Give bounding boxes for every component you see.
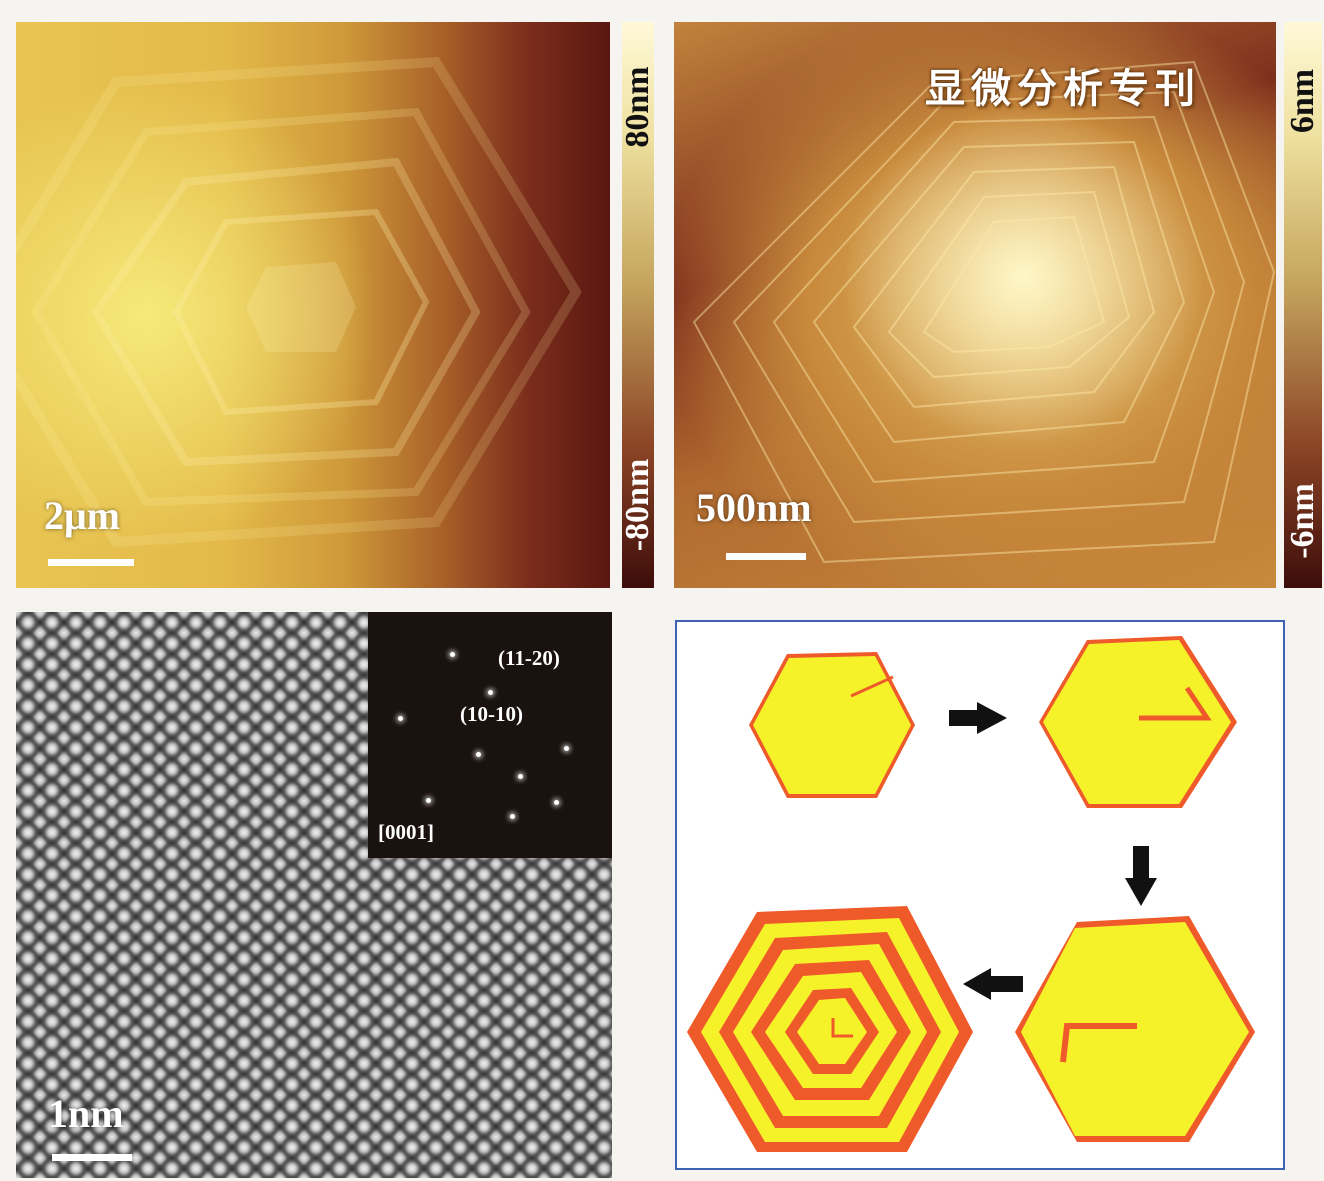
arrow-down-icon (1125, 846, 1157, 906)
diffraction-spot (476, 752, 481, 757)
hexagon-stage-2 (1039, 636, 1237, 808)
spiral-growth-diagram (675, 620, 1285, 1170)
saed-plane-label: (10-10) (460, 702, 523, 726)
diffraction-spot (564, 746, 569, 751)
hrtem-lattice-image: (11-20) (10-10) [0001] 1nm (16, 612, 612, 1178)
hexagon-stage-4-spiral (687, 906, 973, 1152)
saed-plane-label: (11-20) (498, 646, 560, 670)
arrow-right-icon (949, 702, 1007, 734)
height-colorbar: 80nm -80nm (619, 22, 656, 588)
growth-schematic (687, 636, 1255, 1152)
scale-bar (48, 559, 134, 566)
colorbar-max-label: 6nm (1284, 68, 1321, 134)
diffraction-spot (554, 800, 559, 805)
arrow-left-icon (963, 968, 1023, 1000)
diffraction-spot (398, 716, 403, 721)
saed-pattern-inset: (11-20) (10-10) [0001] (368, 612, 612, 858)
spiral-step-contours (692, 60, 1276, 564)
scale-bar-label: 2μm (44, 493, 120, 538)
diffraction-spot (426, 798, 431, 803)
afm-image-large-scale: 2μm (16, 22, 610, 588)
hexagon-stage-3 (1015, 916, 1255, 1142)
scale-bar (726, 553, 806, 560)
diffraction-spot (510, 814, 515, 819)
colorbar-min-label: -6nm (1284, 483, 1321, 559)
hexagon-stage-1 (749, 652, 915, 798)
diffraction-spot (450, 652, 455, 657)
afm-image-spiral: 500nm (674, 22, 1276, 588)
saed-zone-axis-label: [0001] (378, 820, 434, 844)
hexagonal-terraces (16, 56, 582, 548)
colorbar-max-label: 80nm (619, 66, 656, 148)
journal-watermark: 显微分析专刊 (925, 65, 1201, 112)
scale-bar-label: 500nm (696, 485, 812, 530)
diffraction-spot (488, 690, 493, 695)
scale-bar (52, 1154, 132, 1161)
height-colorbar: 6nm -6nm (1284, 22, 1322, 588)
diffraction-spot (518, 774, 523, 779)
scale-bar-label: 1nm (48, 1091, 124, 1136)
colorbar-min-label: -80nm (619, 458, 656, 552)
